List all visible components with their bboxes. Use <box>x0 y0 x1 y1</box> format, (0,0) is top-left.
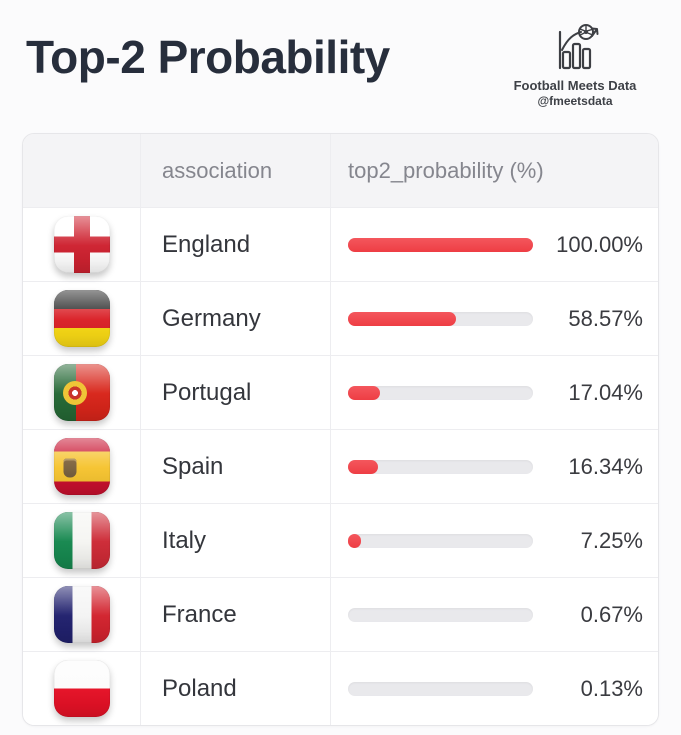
header-cell-flag <box>23 134 141 207</box>
probability-bar-fill <box>348 459 379 474</box>
probability-value: 58.57% <box>568 305 643 331</box>
table-row: France 0.67% <box>23 577 658 651</box>
brand-name: Football Meets Data <box>513 78 637 93</box>
header-cell-probability: top2_probability (%) <box>348 157 544 183</box>
flag-cell <box>23 356 141 429</box>
association-label: Portugal <box>162 378 252 406</box>
probability-bar-track <box>348 459 533 474</box>
table-row: Spain 16.34% <box>23 429 658 503</box>
association-cell: Poland <box>141 652 331 725</box>
probability-cell: 0.13% <box>331 652 658 725</box>
probability-cell: 17.04% <box>331 356 658 429</box>
table-row: Italy 7.25% <box>23 503 658 577</box>
probability-bar-track <box>348 237 533 252</box>
association-cell: Spain <box>141 430 331 503</box>
page-header: Top-2 Probability Football Meets Data @f… <box>0 0 681 108</box>
bar-chart-football-icon <box>558 24 599 70</box>
italy-flag <box>53 512 110 569</box>
association-cell: Italy <box>141 504 331 577</box>
probability-value: 0.13% <box>580 675 643 701</box>
probability-value: 100.00% <box>556 231 643 257</box>
header-cell-association: association <box>141 134 331 207</box>
portugal-crest <box>63 380 88 405</box>
association-cell: France <box>141 578 331 651</box>
probability-bar-fill <box>348 311 457 326</box>
association-cell: Germany <box>141 282 331 355</box>
brand-block: Football Meets Data @fmeetsdata <box>495 24 655 109</box>
spain-flag <box>53 438 110 495</box>
association-label: Italy <box>162 526 207 554</box>
probability-cell: 58.57% <box>331 282 658 355</box>
table-body: England 100.00% Germany 58.57% Portugal <box>23 207 658 725</box>
association-label: France <box>162 600 237 628</box>
probability-bar-fill <box>348 237 533 252</box>
portugal-flag <box>53 364 110 421</box>
table-row: Poland 0.13% <box>23 651 658 725</box>
probability-cell: 0.67% <box>331 578 658 651</box>
association-cell: England <box>141 208 331 281</box>
probability-value: 0.67% <box>580 601 643 627</box>
probability-cell: 16.34% <box>331 430 658 503</box>
table-row: Portugal 17.04% <box>23 355 658 429</box>
probability-cell: 100.00% <box>331 208 658 281</box>
association-label: Spain <box>162 452 224 480</box>
probability-bar-track <box>348 385 533 400</box>
probability-bar-track <box>348 681 533 696</box>
probability-value: 7.25% <box>580 527 643 553</box>
probability-cell: 7.25% <box>331 504 658 577</box>
poland-flag <box>53 660 110 717</box>
germany-flag <box>53 290 110 347</box>
probability-bar-track <box>348 607 533 622</box>
association-label: Poland <box>162 674 237 702</box>
flag-cell <box>23 430 141 503</box>
probability-bar-track <box>348 311 533 326</box>
spain-crest <box>63 458 77 478</box>
association-label: Germany <box>162 304 261 332</box>
table-row: Germany 58.57% <box>23 281 658 355</box>
table-row: England 100.00% <box>23 207 658 281</box>
association-label: England <box>162 230 251 258</box>
table-header-row: association top2_probability (%) <box>23 134 658 207</box>
flag-cell <box>23 578 141 651</box>
england-flag <box>53 216 110 273</box>
flag-cell <box>23 652 141 725</box>
probability-bar-fill <box>348 385 380 400</box>
page-title: Top-2 Probability <box>26 31 390 83</box>
probability-value: 16.34% <box>568 453 643 479</box>
probability-table: association top2_probability (%) England… <box>22 133 659 726</box>
france-flag <box>53 586 110 643</box>
probability-bar-fill <box>348 533 362 548</box>
flag-cell <box>23 282 141 355</box>
flag-cell <box>23 208 141 281</box>
association-cell: Portugal <box>141 356 331 429</box>
brand-handle: @fmeetsdata <box>537 94 613 109</box>
probability-value: 17.04% <box>568 379 643 405</box>
probability-bar-track <box>348 533 533 548</box>
flag-cell <box>23 504 141 577</box>
